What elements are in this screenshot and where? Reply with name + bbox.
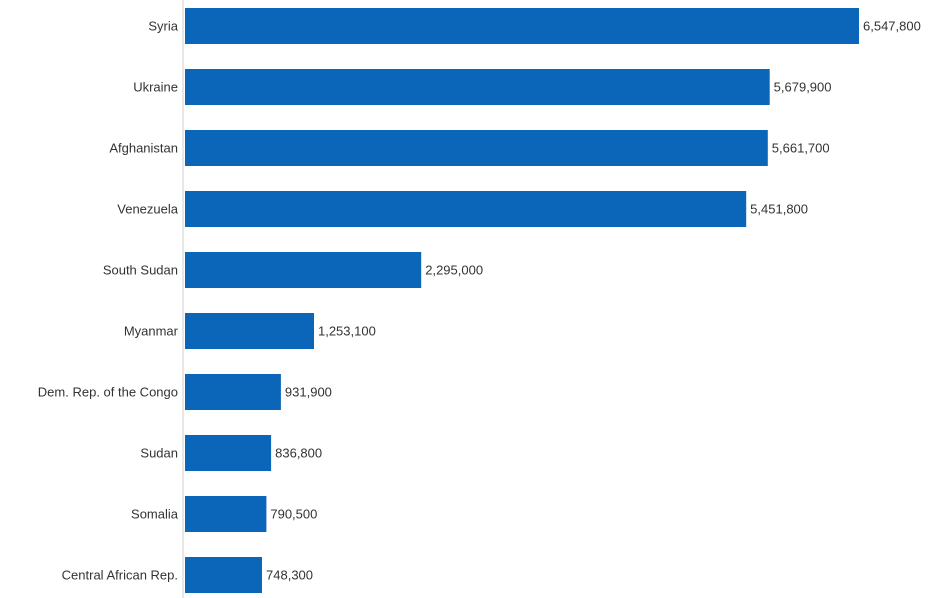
category-label-sudan: Sudan — [140, 446, 178, 461]
value-label-central-african-rep: 748,300 — [266, 568, 313, 583]
category-label-syria: Syria — [148, 19, 178, 34]
category-label-central-african-rep: Central African Rep. — [62, 568, 178, 583]
value-label-venezuela: 5,451,800 — [750, 202, 808, 217]
bar-myanmar — [185, 313, 314, 349]
bar-afghanistan — [185, 130, 768, 166]
value-label-somalia: 790,500 — [270, 507, 317, 522]
category-label-south-sudan: South Sudan — [103, 263, 178, 278]
value-labels-group: 6,547,800 5,679,900 5,661,700 5,451,800 2,29… — [266, 19, 921, 583]
category-label-ukraine: Ukraine — [133, 80, 178, 95]
bar-syria — [185, 8, 859, 44]
bar-ukraine — [185, 69, 770, 105]
category-label-myanmar: Myanmar — [124, 324, 179, 339]
category-label-venezuela: Venezuela — [117, 202, 178, 217]
value-label-south-sudan: 2,295,000 — [425, 263, 483, 278]
value-label-afghanistan: 5,661,700 — [772, 141, 830, 156]
category-label-afghanistan: Afghanistan — [109, 141, 178, 156]
bar-sudan — [185, 435, 272, 471]
value-label-ukraine: 5,679,900 — [774, 80, 832, 95]
bar-dem-rep-of-the-congo — [185, 374, 281, 410]
value-label-sudan: 836,800 — [275, 446, 322, 461]
bar-south-sudan — [185, 252, 422, 288]
category-labels-group: Syria Ukraine Afghanistan Venezuela South Su… — [38, 19, 179, 583]
category-label-somalia: Somalia — [131, 507, 179, 522]
bar-somalia — [185, 496, 267, 532]
value-label-dem-rep-of-the-congo: 931,900 — [285, 385, 332, 400]
value-label-syria: 6,547,800 — [863, 19, 921, 34]
bar-venezuela — [185, 191, 747, 227]
value-label-myanmar: 1,253,100 — [318, 324, 376, 339]
bar-central-african-rep — [185, 557, 262, 593]
bars-group — [185, 8, 859, 593]
category-label-dem-rep-of-the-congo: Dem. Rep. of the Congo — [38, 385, 178, 400]
